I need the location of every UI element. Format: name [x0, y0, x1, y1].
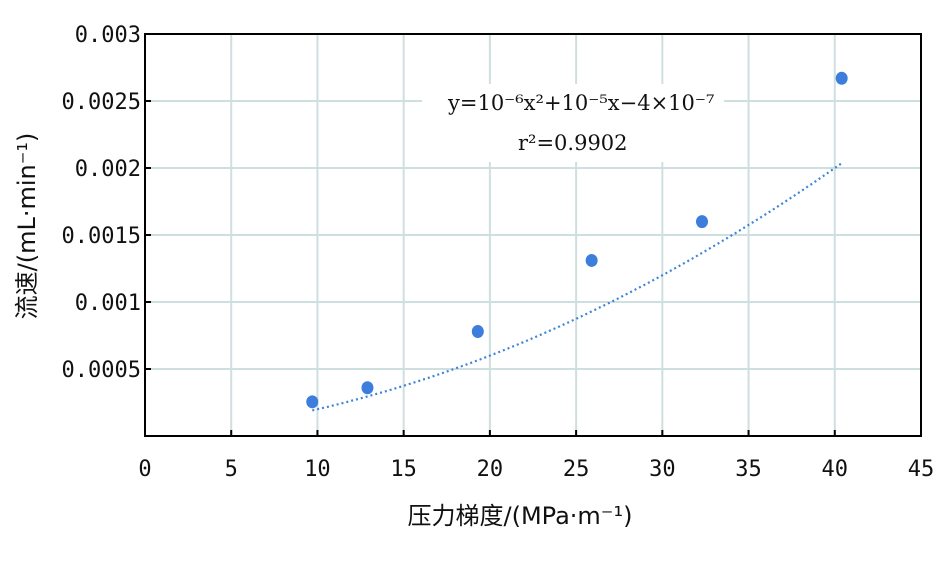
x-tick-label-4: 20 [477, 457, 504, 482]
x-tick-label-1: 5 [225, 457, 238, 482]
r-squared-label: r²=0.9902 [518, 131, 628, 155]
fit-curve [312, 162, 843, 412]
x-tick-label-2: 10 [304, 457, 331, 482]
x-tick-label-5: 25 [563, 457, 590, 482]
data-point-2 [471, 324, 484, 338]
data-point-4 [695, 215, 708, 229]
data-point-3 [585, 253, 598, 267]
data-point-1 [361, 381, 374, 395]
x-tick-label-3: 15 [390, 457, 417, 482]
y-axis-title: 流速/(mL·min⁻¹) [13, 133, 41, 320]
y-tick-label-5: 0.003 [75, 23, 141, 48]
data-points [306, 71, 848, 409]
y-tick-label-4: 0.0025 [62, 90, 141, 115]
data-point-5 [835, 71, 848, 85]
y-tick-label-2: 0.0015 [62, 224, 141, 249]
data-point-0 [306, 395, 319, 409]
fit-equation: y=10⁻⁶x²+10⁻⁵x−4×10⁻⁷ [447, 91, 714, 115]
y-tick-label-0: 0.0005 [62, 358, 141, 383]
y-axis-ticks: 0.0005 0.001 0.0015 0.002 0.0025 0.003 [62, 23, 151, 383]
x-tick-label-0: 0 [138, 457, 151, 482]
x-tick-label-9: 45 [908, 457, 935, 482]
x-tick-label-6: 30 [649, 457, 676, 482]
equation-background [422, 84, 724, 162]
x-tick-label-7: 35 [735, 457, 762, 482]
y-tick-label-1: 0.001 [75, 291, 141, 316]
x-tick-label-8: 40 [822, 457, 849, 482]
x-axis-title: 压力梯度/(MPa·m⁻¹) [408, 502, 633, 530]
y-tick-label-3: 0.002 [75, 157, 141, 182]
x-axis-ticks: 0 5 10 15 20 25 30 35 40 45 [138, 430, 934, 482]
